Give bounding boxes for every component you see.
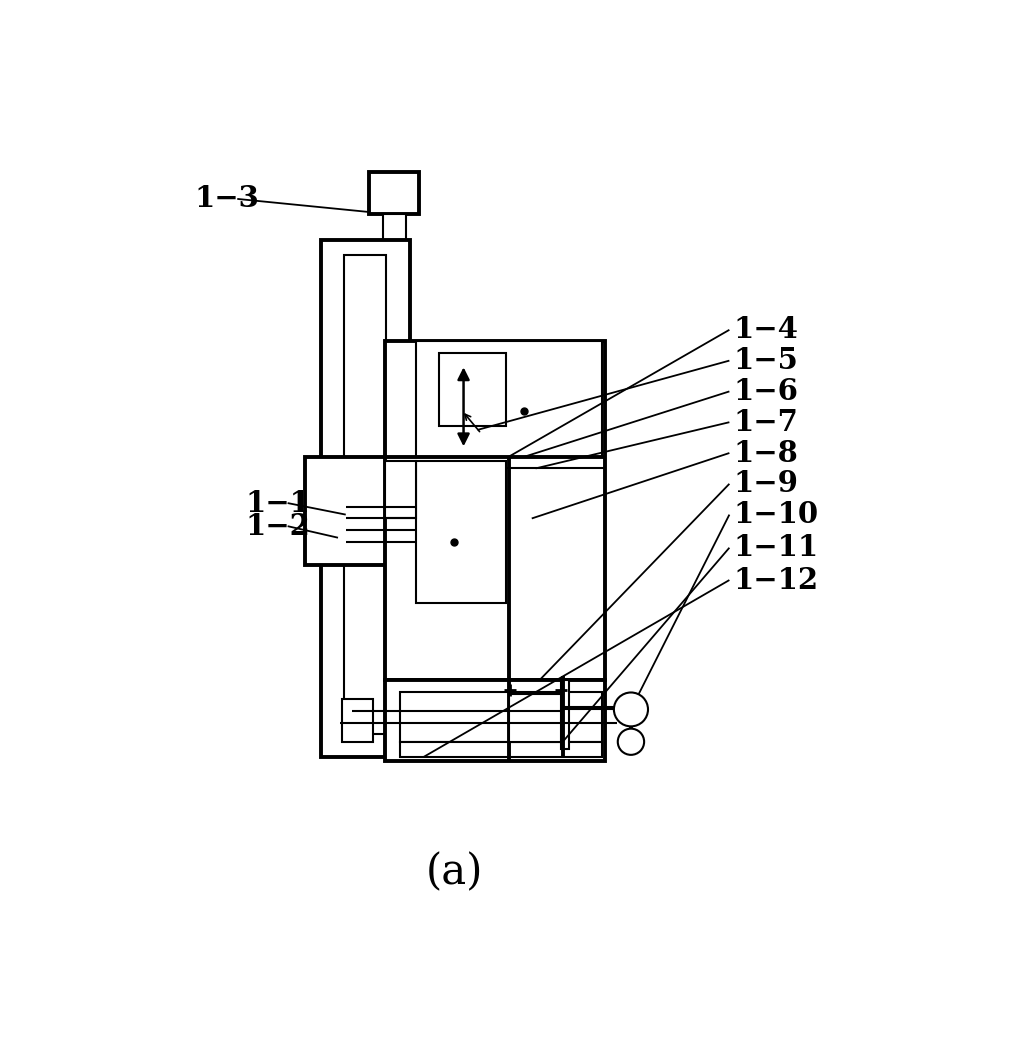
Text: 1−4: 1−4: [733, 315, 798, 345]
Bar: [415, 342, 602, 457]
Bar: [384, 680, 606, 761]
Bar: [415, 461, 506, 604]
Circle shape: [618, 728, 644, 755]
Text: 1−2: 1−2: [245, 511, 310, 541]
Bar: [400, 742, 602, 757]
Bar: [321, 240, 410, 757]
Bar: [383, 214, 406, 245]
Bar: [306, 457, 386, 565]
Bar: [342, 699, 373, 742]
Text: 1−10: 1−10: [733, 500, 819, 529]
Bar: [369, 172, 419, 214]
Bar: [439, 353, 506, 427]
Text: 1−3: 1−3: [195, 184, 260, 214]
Bar: [561, 680, 569, 749]
Bar: [384, 342, 606, 680]
Text: 1−1: 1−1: [245, 488, 310, 518]
Text: (a): (a): [425, 852, 483, 894]
Text: 1−6: 1−6: [733, 377, 798, 406]
Bar: [400, 692, 602, 742]
Text: 1−7: 1−7: [733, 408, 798, 437]
Bar: [384, 461, 415, 519]
Bar: [509, 694, 562, 742]
Bar: [344, 255, 386, 734]
Text: 1−5: 1−5: [733, 346, 798, 375]
Text: 1−11: 1−11: [733, 533, 819, 562]
Text: 1−9: 1−9: [733, 470, 798, 498]
Text: 1−12: 1−12: [733, 566, 819, 594]
Text: 1−8: 1−8: [733, 438, 798, 467]
Circle shape: [614, 693, 648, 726]
